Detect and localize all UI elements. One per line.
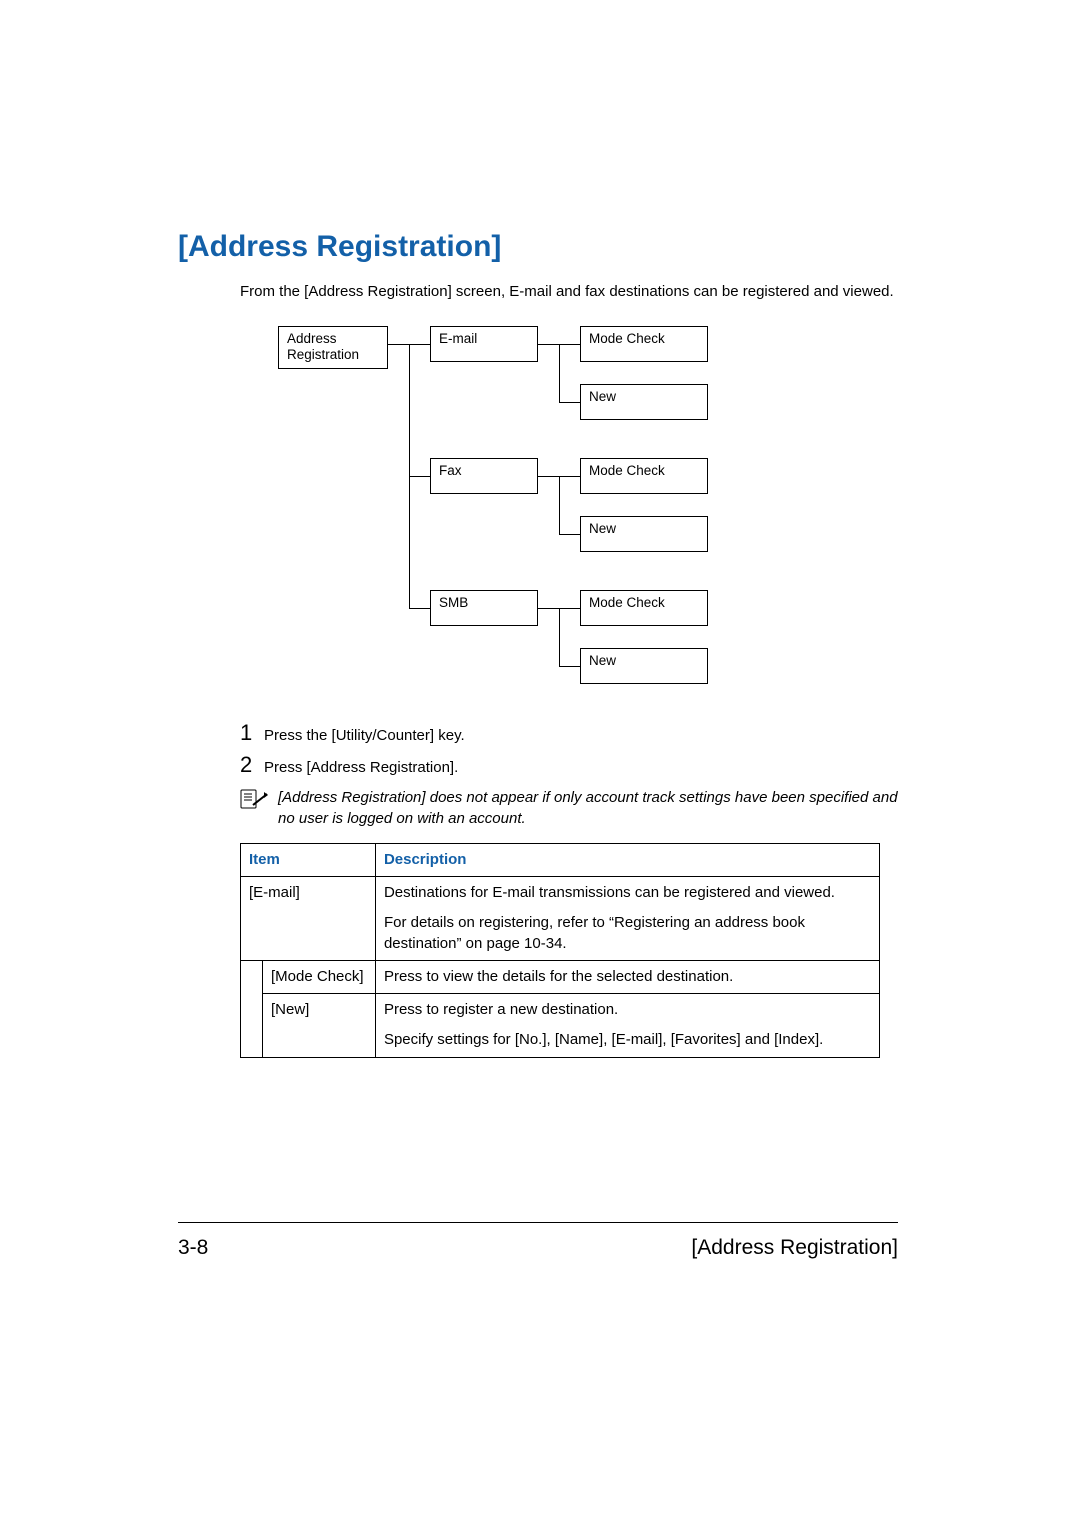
step-1: 1 Press the [Utility/Counter] key.	[240, 720, 898, 746]
footer-section-title: [Address Registration]	[691, 1236, 898, 1260]
connector-line	[409, 476, 430, 477]
node-e-mail: E-mail	[430, 326, 538, 362]
table-header-item: Item	[241, 843, 376, 876]
connector-line	[559, 476, 560, 534]
footer-page-number: 3-8	[178, 1236, 208, 1260]
node-new: New	[580, 384, 708, 420]
table-row: [New]Press to register a new destination…	[241, 994, 880, 1058]
step-number: 1	[240, 720, 264, 746]
node-smb: SMB	[430, 590, 538, 626]
connector-line	[388, 344, 409, 345]
connector-line	[559, 666, 580, 667]
step-2: 2 Press [Address Registration].	[240, 752, 898, 778]
connector-line	[409, 608, 430, 609]
intro-paragraph: From the [Address Registration] screen, …	[240, 282, 898, 302]
footer-rule	[178, 1222, 898, 1223]
node-fax: Fax	[430, 458, 538, 494]
node-mode-check: Mode Check	[580, 326, 708, 362]
node-new: New	[580, 516, 708, 552]
indent-cell	[241, 960, 263, 1057]
connector-line	[559, 608, 580, 609]
item-cell: [E-mail]	[241, 877, 376, 961]
note-text: [Address Registration] does not appear i…	[278, 788, 898, 829]
connector-line	[559, 402, 580, 403]
step-text: Press the [Utility/Counter] key.	[264, 727, 465, 744]
table-row: [E-mail]Destinations for E-mail transmis…	[241, 877, 880, 961]
item-cell: [New]	[263, 994, 376, 1058]
connector-line	[559, 344, 580, 345]
node-mode-check: Mode Check	[580, 458, 708, 494]
desc-cell: Press to register a new destination.Spec…	[375, 994, 879, 1058]
node-mode-check: Mode Check	[580, 590, 708, 626]
connector-line	[538, 476, 559, 477]
note-icon	[240, 788, 268, 815]
item-cell: [Mode Check]	[263, 960, 376, 993]
step-number: 2	[240, 752, 264, 778]
step-text: Press [Address Registration].	[264, 759, 458, 776]
desc-cell: Press to view the details for the select…	[375, 960, 879, 993]
node-root: Address Registration	[278, 326, 388, 368]
connector-line	[409, 344, 430, 345]
connector-line	[559, 344, 560, 402]
steps-list: 1 Press the [Utility/Counter] key. 2 Pre…	[240, 720, 898, 778]
table-row: [Mode Check]Press to view the details fo…	[241, 960, 880, 993]
connector-line	[538, 608, 559, 609]
hierarchy-diagram: Address Registration E-mail Mode Check New F…	[278, 326, 838, 696]
page-title: [Address Registration]	[178, 230, 898, 264]
table-header-desc: Description	[375, 843, 879, 876]
description-table: Item Description [E-mail]Destinations fo…	[240, 843, 880, 1058]
desc-cell: Destinations for E-mail transmissions ca…	[375, 877, 879, 961]
connector-line	[559, 608, 560, 666]
note: [Address Registration] does not appear i…	[240, 788, 898, 829]
node-new: New	[580, 648, 708, 684]
connector-line	[538, 344, 559, 345]
connector-line	[559, 476, 580, 477]
connector-line	[559, 534, 580, 535]
